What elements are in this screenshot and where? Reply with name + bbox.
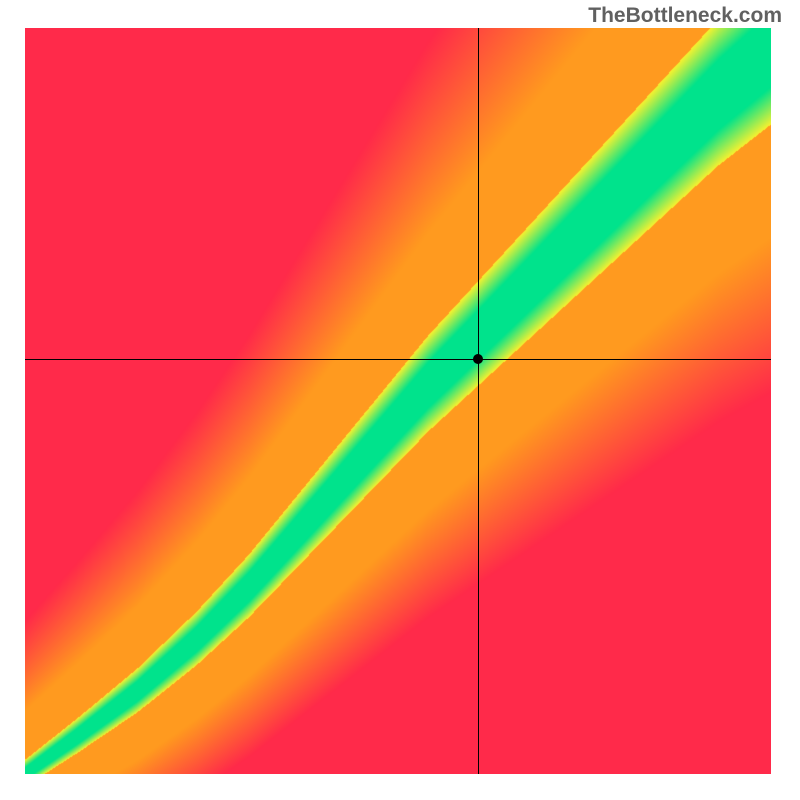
watermark-text: TheBottleneck.com <box>588 4 782 28</box>
heatmap-plot <box>25 28 771 774</box>
crosshair-vertical <box>478 28 479 774</box>
crosshair-horizontal <box>25 359 771 360</box>
marker-dot <box>473 354 483 364</box>
heatmap-canvas <box>25 28 771 774</box>
